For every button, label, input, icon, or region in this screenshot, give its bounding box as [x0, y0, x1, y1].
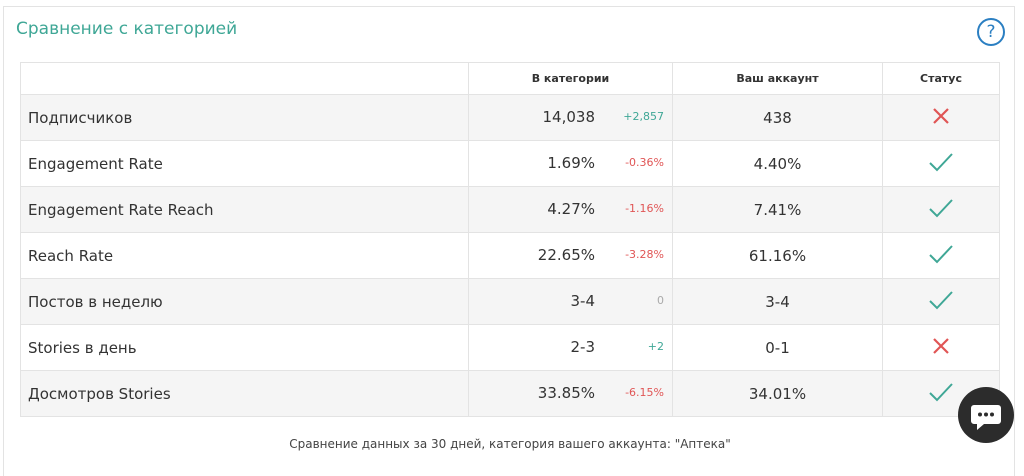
status-cell: [882, 94, 1000, 141]
category-cell: 4.27% -1.16%: [468, 186, 673, 233]
category-cell: 2-3 +2: [468, 324, 673, 371]
account-value: 0-1: [672, 324, 883, 371]
status-fail-icon: [933, 107, 949, 124]
status-cell: [882, 324, 1000, 371]
header-cell: В категории: [468, 62, 673, 95]
row-label: Подписчиков: [20, 94, 469, 141]
header-cell: [20, 62, 469, 95]
comparison-card: Сравнение с категорией ? В категории Ваш…: [3, 6, 1015, 476]
status-ok-icon: [929, 382, 953, 401]
category-delta: +2: [647, 340, 664, 353]
comparison-table: В категории Ваш аккаунт Статус Подписчик…: [20, 62, 1000, 417]
footer-note: Сравнение данных за 30 дней, категория в…: [289, 437, 731, 451]
category-cell: 33.85% -6.15%: [468, 370, 673, 417]
status-cell: [882, 232, 1000, 279]
status-ok-icon: [929, 244, 953, 263]
category-delta: -6.15%: [625, 386, 664, 399]
row-label: Постов в неделю: [20, 278, 469, 325]
header-row: В категории Ваш аккаунт Статус: [20, 62, 1000, 95]
table-row: Reach Rate 22.65% -3.28% 61.16%: [20, 232, 1000, 279]
category-value: 14,038: [542, 108, 596, 126]
chat-icon: [971, 405, 1001, 430]
card-title: Сравнение с категорией: [16, 19, 238, 39]
row-label: Досмотров Stories: [20, 370, 469, 417]
table-row: Stories в день 2-3 +2 0-1: [20, 324, 1000, 371]
row-label: Engagement Rate: [20, 140, 469, 187]
account-value: 7.41%: [672, 186, 883, 233]
account-value: 438: [672, 94, 883, 141]
chat-button[interactable]: [958, 387, 1014, 443]
status-ok-icon: [929, 152, 953, 171]
header-cell: Ваш аккаунт: [672, 62, 883, 95]
table-row: Досмотров Stories 33.85% -6.15% 34.01%: [20, 370, 1000, 417]
category-cell: 1.69% -0.36%: [468, 140, 673, 187]
table-row: Engagement Rate Reach 4.27% -1.16% 7.41%: [20, 186, 1000, 233]
row-label: Engagement Rate Reach: [20, 186, 469, 233]
category-value: 33.85%: [537, 384, 595, 402]
help-button[interactable]: ?: [977, 18, 1005, 46]
category-value: 1.69%: [547, 154, 595, 172]
table-row: Подписчиков 14,038 +2,857 438: [20, 94, 1000, 141]
account-value: 3-4: [672, 278, 883, 325]
category-delta: -3.28%: [625, 248, 664, 261]
header-cell: Статус: [882, 62, 1000, 95]
status-cell: [882, 186, 1000, 233]
account-value: 61.16%: [672, 232, 883, 279]
table-row: Постов в неделю 3-4 0 3-4: [20, 278, 1000, 325]
row-label: Stories в день: [20, 324, 469, 371]
category-value: 22.65%: [537, 246, 595, 264]
status-cell: [882, 278, 1000, 325]
account-value: 4.40%: [672, 140, 883, 187]
category-delta: -1.16%: [625, 202, 664, 215]
category-delta: 0: [657, 294, 664, 307]
category-value: 3-4: [570, 292, 596, 310]
account-value: 34.01%: [672, 370, 883, 417]
category-delta: +2,857: [623, 110, 664, 123]
status-cell: [882, 140, 1000, 187]
status-ok-icon: [929, 198, 953, 217]
category-cell: 22.65% -3.28%: [468, 232, 673, 279]
category-cell: 3-4 0: [468, 278, 673, 325]
status-ok-icon: [929, 290, 953, 309]
category-cell: 14,038 +2,857: [468, 94, 673, 141]
row-label: Reach Rate: [20, 232, 469, 279]
status-fail-icon: [933, 337, 949, 354]
category-value: 4.27%: [547, 200, 595, 218]
category-delta: -0.36%: [625, 156, 664, 169]
category-value: 2-3: [570, 338, 596, 356]
table-row: Engagement Rate 1.69% -0.36% 4.40%: [20, 140, 1000, 187]
